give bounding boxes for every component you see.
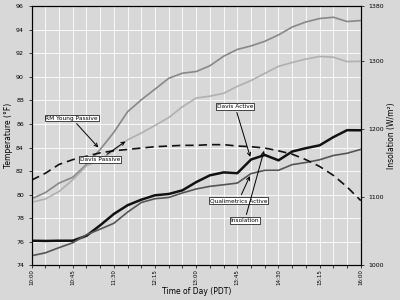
Y-axis label: Insolation (W/m²): Insolation (W/m²): [387, 103, 396, 169]
Text: Qualimetrics Active: Qualimetrics Active: [210, 177, 268, 203]
Text: RM Young Passive: RM Young Passive: [45, 116, 98, 147]
Text: Davis Passive: Davis Passive: [80, 142, 124, 162]
Y-axis label: Temperature (°F): Temperature (°F): [4, 103, 13, 168]
Text: Davis Active: Davis Active: [217, 104, 253, 156]
Text: Insolation: Insolation: [230, 152, 264, 223]
X-axis label: Time of Day (PDT): Time of Day (PDT): [162, 287, 231, 296]
